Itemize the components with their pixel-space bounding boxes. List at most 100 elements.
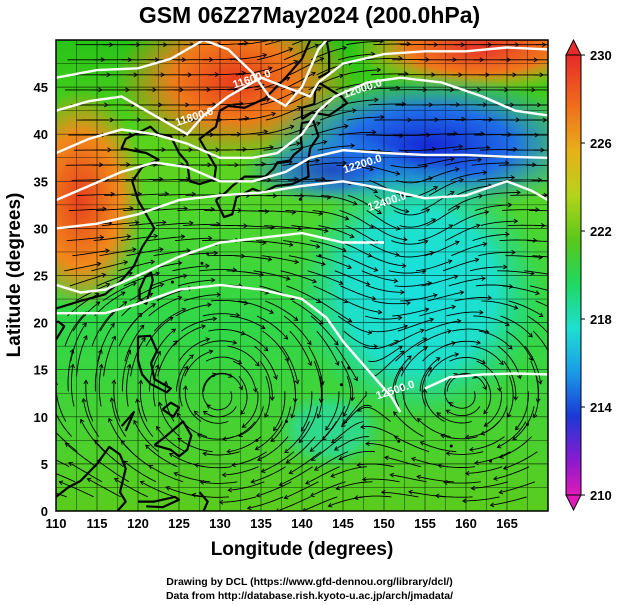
streamline: [453, 211, 489, 226]
coastlines: [56, 40, 529, 511]
streamline: [264, 300, 298, 321]
streamline: [199, 269, 237, 272]
streamline-arrow: [285, 459, 291, 464]
streamline: [427, 353, 459, 377]
streamline: [285, 210, 323, 215]
streamline: [474, 451, 511, 464]
streamline: [178, 279, 215, 287]
streamline-arrow: [408, 489, 413, 495]
streamline: [392, 355, 412, 392]
streamline-arrow: [406, 300, 411, 306]
streamline: [474, 134, 512, 136]
height-contours: [56, 40, 548, 413]
streamline-arrow: [517, 374, 522, 380]
streamline: [361, 270, 398, 282]
streamline-arrow: [538, 312, 544, 317]
streamline-arrow: [250, 478, 256, 484]
streamline-arrow: [480, 430, 485, 436]
contour-line: [56, 40, 205, 79]
streamline: [368, 103, 406, 106]
island: [449, 444, 453, 448]
streamline-arrow: [393, 411, 398, 416]
streamline: [368, 345, 403, 363]
streamline: [139, 380, 148, 422]
streamline-arrow: [138, 379, 144, 385]
streamline: [390, 164, 428, 169]
streamline: [524, 270, 548, 275]
streamline-arrow: [191, 492, 197, 498]
temperature-field: [56, 40, 548, 511]
streamline: [148, 296, 182, 317]
streamline-arrow: [262, 52, 268, 58]
streamline: [476, 360, 501, 392]
streamline: [341, 360, 354, 401]
streamline-arrow: [419, 328, 425, 334]
streamline-arrow: [182, 385, 188, 390]
streamline: [337, 53, 375, 61]
streamline: [172, 265, 210, 272]
streamline: [118, 261, 155, 272]
streamline-arrow: [260, 324, 266, 330]
streamline-arrow: [322, 139, 328, 145]
x-axis-label: Longitude (degrees): [211, 539, 394, 560]
streamline: [394, 436, 430, 453]
streamline: [421, 275, 458, 287]
streamline: [364, 315, 402, 320]
streamline-arrow: [347, 317, 353, 323]
streamline-arrow: [410, 456, 416, 462]
streamline-arrow: [314, 43, 320, 49]
streamline-arrow: [370, 51, 376, 57]
streamline: [319, 109, 356, 121]
streamline-arrow: [81, 397, 87, 403]
streamline-arrow: [470, 485, 476, 491]
streamline: [56, 473, 76, 483]
streamline: [370, 325, 408, 333]
coastline: [56, 40, 312, 310]
streamline-arrow: [309, 447, 315, 452]
streamline-arrow: [562, 133, 565, 137]
streamline-arrow: [498, 454, 504, 459]
streamline: [152, 178, 190, 181]
streamline-arrow: [139, 480, 145, 486]
streamline-arrow: [371, 129, 377, 135]
streamline: [247, 496, 284, 509]
streamline: [373, 350, 405, 377]
streamline-arrow: [395, 171, 401, 176]
x-tick-label: 165: [496, 516, 518, 531]
colorbar-tick-label: 214: [590, 400, 612, 415]
streamline-arrow: [183, 365, 189, 371]
streamline: [373, 300, 411, 305]
colorbar-tick-label: 218: [590, 312, 612, 327]
streamline: [315, 255, 352, 269]
streamline: [111, 398, 127, 437]
contour-line: [56, 231, 384, 294]
streamline-arrow: [447, 259, 453, 264]
streamline: [374, 195, 409, 213]
streamline: [397, 318, 434, 332]
streamline-arrow: [293, 316, 299, 321]
coastline: [120, 411, 135, 432]
streamline-arrow: [111, 379, 117, 384]
x-tick-label: 120: [127, 516, 149, 531]
streamline: [129, 283, 164, 302]
streamline-arrow: [199, 479, 205, 485]
streamline-arrow: [416, 474, 422, 480]
streamline: [391, 240, 428, 245]
streamline: [261, 451, 295, 473]
streamline: [366, 210, 400, 230]
streamline: [415, 260, 452, 272]
streamline-arrow: [273, 375, 278, 380]
streamline-arrow: [379, 40, 384, 44]
streamline-arrow: [341, 422, 346, 428]
streamline: [206, 102, 243, 106]
streamline-arrow: [261, 161, 266, 167]
streamline: [258, 210, 296, 213]
streamline: [395, 337, 427, 362]
streamline: [208, 72, 246, 76]
chart-title: GSM 06Z27May2024 (200.0hPa): [138, 2, 481, 28]
y-tick-label: 40: [34, 127, 48, 142]
streamline: [233, 98, 270, 106]
streamline: [309, 162, 347, 166]
y-tick-label: 45: [34, 80, 48, 95]
streamline-arrow: [300, 427, 306, 432]
